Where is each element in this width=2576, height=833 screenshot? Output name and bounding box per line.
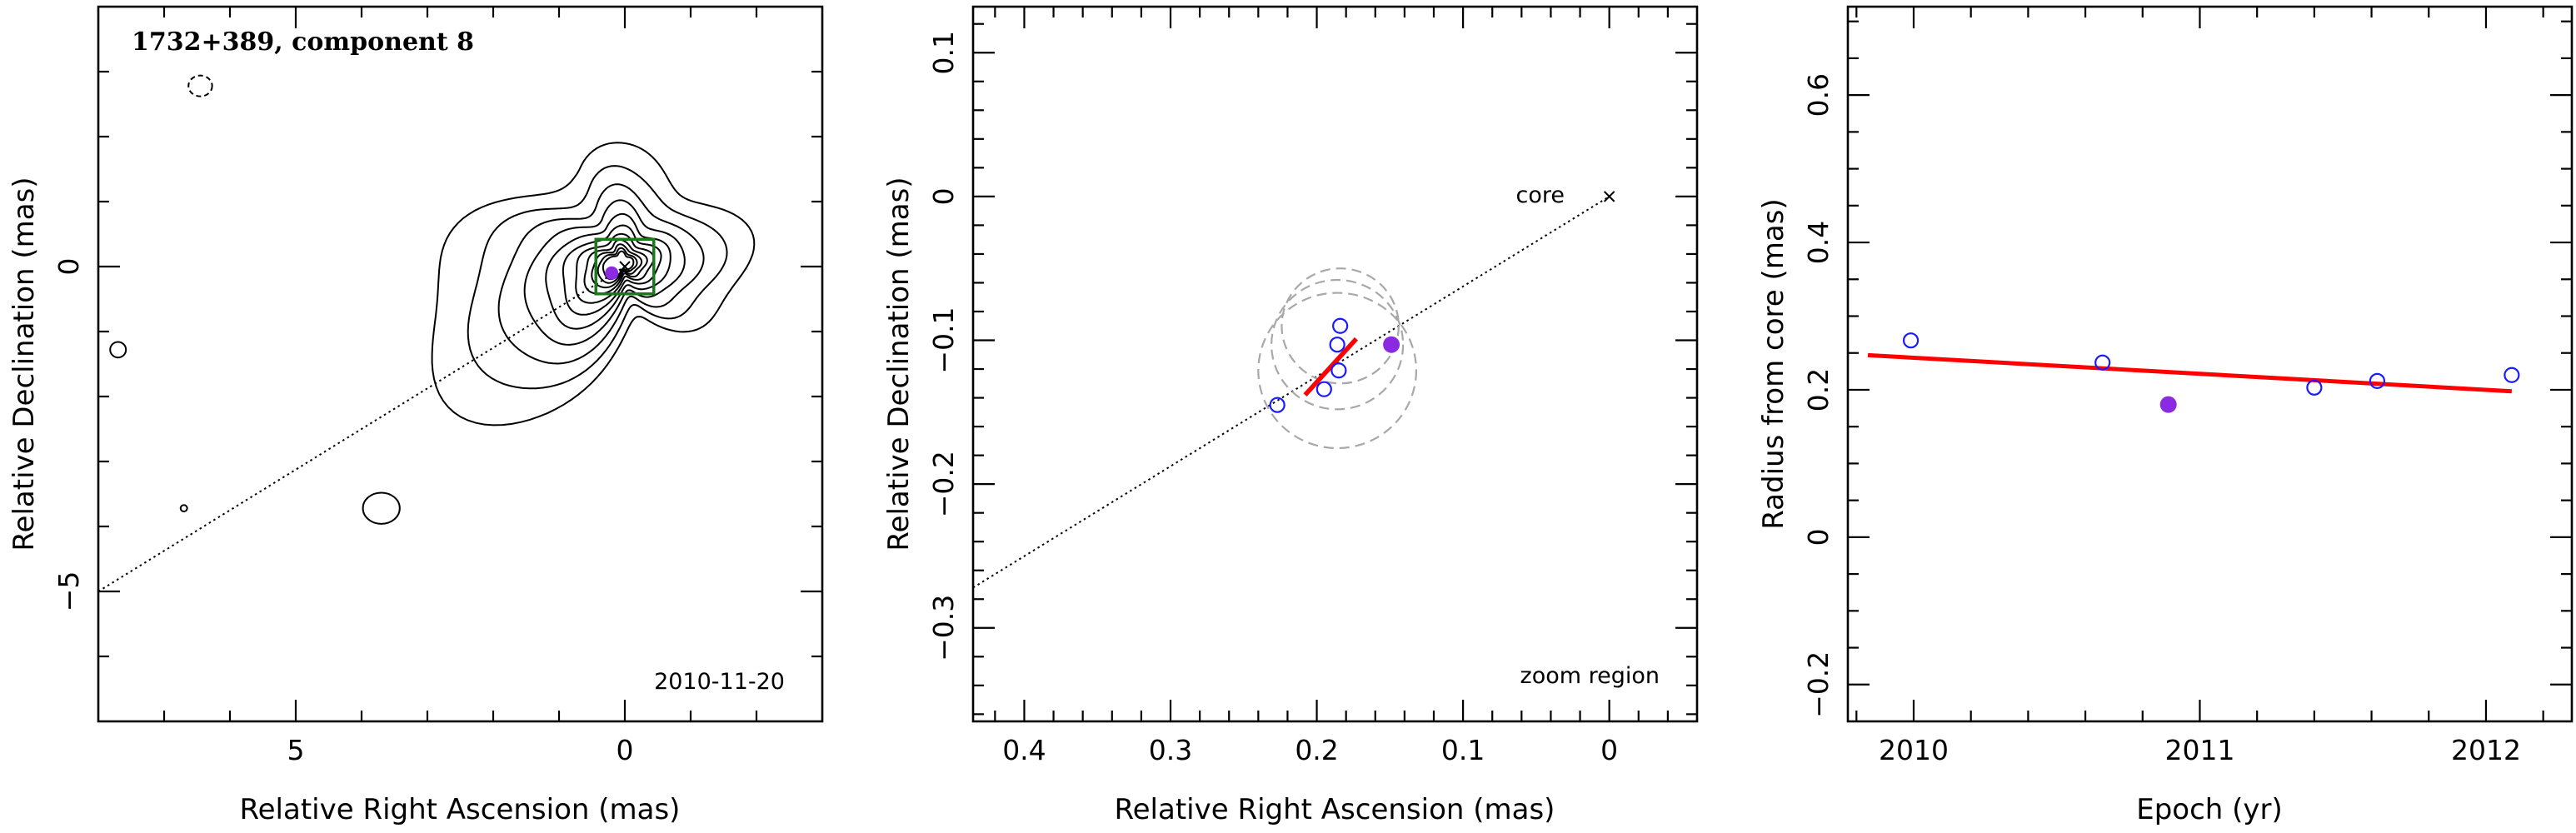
panel1-date-label: 2010-11-20 bbox=[654, 669, 785, 695]
panel2-y-tick-label: −0.2 bbox=[927, 451, 960, 517]
trajectory-fit-line bbox=[1303, 337, 1358, 397]
contour-level bbox=[575, 232, 655, 304]
data-point bbox=[2369, 372, 2386, 389]
panel1-x-axis-label: Relative Right Ascension (mas) bbox=[240, 793, 681, 826]
panel3-x-tick-label: 2012 bbox=[2451, 734, 2521, 766]
panel3-y-tick-label: 0 bbox=[1802, 528, 1835, 546]
panel3-y-tick-label: −0.2 bbox=[1802, 651, 1835, 718]
panel1-ticks: 5 0 0 −5 bbox=[52, 7, 822, 766]
contour-level bbox=[467, 165, 728, 390]
panel2-y-tick-label: −0.1 bbox=[927, 307, 960, 373]
panel1-y-tick-label: 0 bbox=[52, 258, 85, 276]
panel1-frame bbox=[97, 5, 824, 723]
contour-level bbox=[583, 238, 648, 295]
isolated-contour bbox=[362, 491, 401, 525]
data-point bbox=[1332, 317, 1349, 334]
panel1-y-tick-label: −5 bbox=[52, 571, 85, 612]
error-circle bbox=[1271, 278, 1405, 411]
contour-level bbox=[602, 250, 635, 281]
panel3-y-tick-label: 0.6 bbox=[1802, 73, 1835, 117]
panel-zoom-region: 0.4 0.3 0.2 0.1 0 0.1 0 −0.1 −0.2 −0.3 core zoom … bbox=[882, 5, 1699, 826]
panel2-y-tick-label: 0.1 bbox=[927, 31, 960, 74]
panel2-zoom-label: zoom region bbox=[1520, 663, 1660, 689]
isolated-contour bbox=[179, 504, 188, 513]
jet-direction-line bbox=[98, 266, 626, 592]
panel2-ticks: 0.4 0.3 0.2 0.1 0 0.1 0 −0.1 −0.2 −0.3 bbox=[927, 7, 1697, 766]
data-point bbox=[2504, 367, 2520, 383]
data-point bbox=[1269, 397, 1286, 413]
panel-contour-map: 5 0 0 −5 1732+389, component 8 2010-11-20 R… bbox=[7, 5, 824, 826]
panel3-y-tick-label: 0.2 bbox=[1802, 368, 1835, 412]
component-marker bbox=[605, 266, 619, 280]
panel1-x-tick-label: 0 bbox=[617, 734, 634, 766]
contour-level bbox=[431, 142, 756, 426]
panel2-core-label: core bbox=[1516, 182, 1565, 208]
panel3-y-axis-label: Radius from core (mas) bbox=[1757, 198, 1790, 529]
radius-fit-line bbox=[1867, 352, 2513, 394]
data-point-filled bbox=[2159, 396, 2177, 413]
panel2-x-tick-label: 0.2 bbox=[1295, 734, 1338, 766]
panel2-x-tick-label: 0.3 bbox=[1149, 734, 1192, 766]
panel2-frame bbox=[971, 5, 1699, 723]
panel1-x-tick-label: 5 bbox=[287, 734, 305, 766]
panel2-x-axis-label: Relative Right Ascension (mas) bbox=[1115, 793, 1555, 826]
panel3-x-tick-label: 2010 bbox=[1879, 734, 1949, 766]
core-marker bbox=[1603, 191, 1615, 202]
zoom-plot-area bbox=[973, 191, 1615, 589]
data-point bbox=[1330, 362, 1347, 379]
panel2-x-tick-label: 0.4 bbox=[1002, 734, 1046, 766]
contour-plot-area bbox=[98, 74, 756, 592]
contour-level bbox=[497, 183, 705, 365]
error-circle bbox=[1257, 292, 1418, 450]
panel3-frame bbox=[1846, 5, 2574, 723]
panel3-x-axis-label: Epoch (yr) bbox=[2136, 793, 2283, 826]
panel1-y-axis-label: Relative Declination (mas) bbox=[7, 177, 41, 551]
data-point bbox=[1315, 381, 1332, 397]
isolated-contour bbox=[109, 341, 127, 359]
panel3-ticks: 2010 2011 2012 0.6 0.4 0.2 0 −0.2 bbox=[1802, 7, 2572, 766]
panel2-y-tick-label: 0 bbox=[927, 187, 960, 205]
zoom-box bbox=[594, 237, 656, 296]
panel2-y-tick-label: −0.3 bbox=[927, 595, 960, 661]
data-point bbox=[1902, 332, 1920, 349]
panel1-title: 1732+389, component 8 bbox=[132, 27, 474, 57]
error-circle bbox=[1281, 267, 1400, 385]
isolated-contour bbox=[187, 74, 213, 97]
contour-level bbox=[523, 199, 686, 346]
panel2-y-axis-label: Relative Declination (mas) bbox=[882, 177, 916, 551]
panel-radius-vs-epoch: 2010 2011 2012 0.6 0.4 0.2 0 −0.2 Epoch (yr) Ra… bbox=[1757, 5, 2574, 826]
contour-level bbox=[545, 212, 671, 330]
panel2-x-tick-label: 0 bbox=[1600, 734, 1618, 766]
data-point bbox=[2094, 354, 2111, 371]
panel3-y-tick-label: 0.4 bbox=[1802, 221, 1835, 264]
data-point-filled bbox=[1383, 336, 1400, 353]
contour-level bbox=[597, 247, 638, 284]
core-marker bbox=[619, 261, 631, 272]
radius-plot-area bbox=[1867, 332, 2520, 413]
panel2-x-tick-label: 0.1 bbox=[1441, 734, 1485, 766]
panel3-x-tick-label: 2011 bbox=[2164, 734, 2234, 766]
data-point bbox=[1329, 337, 1345, 353]
data-point bbox=[2306, 379, 2323, 396]
